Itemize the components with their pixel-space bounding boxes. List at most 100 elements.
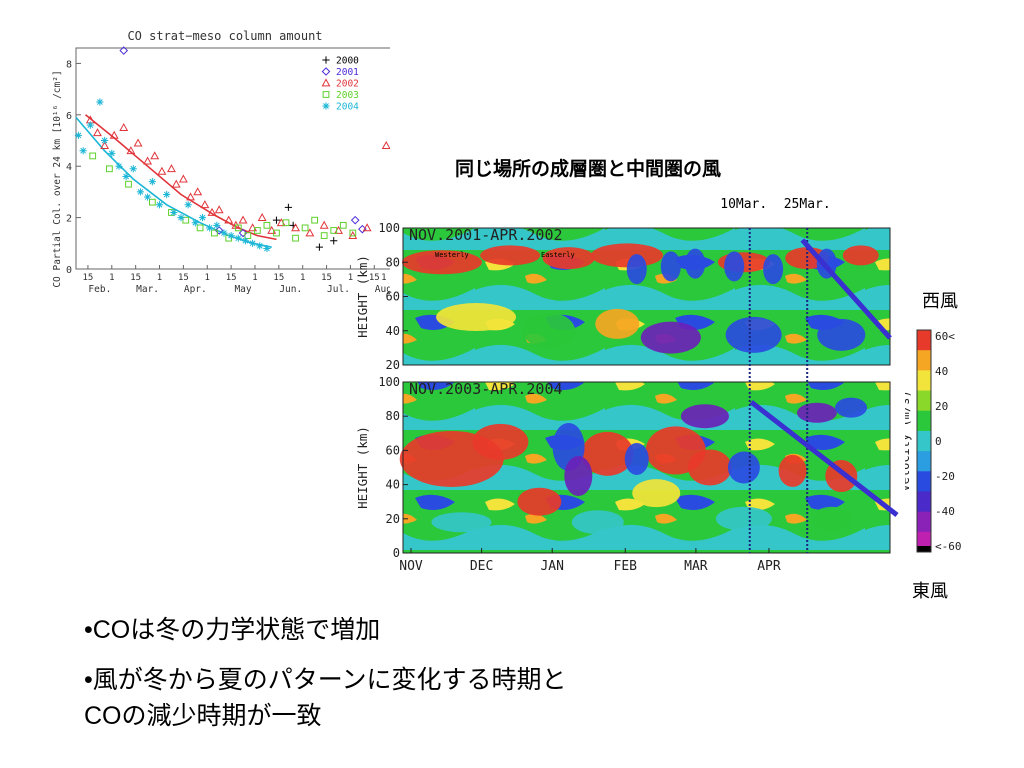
heatmap-ytick-label: 60 [386,290,400,304]
heatmap-annotation: Easterly [541,251,575,259]
scatter-point [207,207,217,216]
scatter-point [126,146,136,155]
scatter-point [206,224,214,232]
scatter-point [305,228,315,237]
scatter-month-label: Jun. [279,284,302,295]
heatmap-contour [591,243,664,268]
scatter-point [315,243,324,251]
marker-square [211,229,218,237]
scatter-point [108,149,116,157]
marker-asterisk [198,214,207,222]
scatter-ytick-label: 0 [66,265,72,276]
marker-asterisk [241,237,250,245]
legend-marker [322,102,330,110]
marker-triangle [171,179,181,188]
heatmap-contour [431,512,492,533]
marker-square [320,232,328,239]
heatmap-contour [796,402,837,423]
colorbar-swatch [917,430,931,452]
scatter-point [186,192,195,201]
scatter-ytick-label: 6 [66,111,72,122]
marker-plus [315,243,324,251]
scatter-point [348,230,358,239]
marker-asterisk [184,201,192,209]
marker-asterisk [206,224,214,232]
heatmap-ytick-label: 40 [386,478,400,492]
scatter-point [196,224,204,232]
marker-square [234,224,242,232]
heatmap-contour [595,308,640,339]
heatmap-contour [724,251,745,282]
scatter-point [238,215,248,224]
colorbar-tick-label: 0 [935,435,942,448]
scatter-point [150,151,160,160]
scatter-point [220,229,228,237]
scatter-point [171,179,181,188]
marker-triangle [93,128,102,137]
scatter-point [182,216,190,224]
legend-entry-2002: 2002 [336,79,359,90]
heatmap-contour [778,454,807,487]
marker-asterisk [79,147,87,155]
colorbar-swatch [917,350,931,371]
marker-asterisk [122,172,130,181]
marker-label-2: 25Mar. [784,197,831,212]
marker-triangle [193,187,203,196]
marker-square [349,229,357,237]
heatmap-contour [480,245,541,266]
marker-triangle [381,141,390,150]
bullet-3: COの減少時期が一致 [84,702,322,730]
marker-triangle [305,228,315,237]
colorbar-swatch [917,491,931,513]
scatter-point [257,212,267,221]
legend-marker [322,56,330,64]
scatter-point [119,123,129,132]
velocity-colorbar: 60< 40 20 0 -20 -40 <-60 Velocity (m/s) [905,329,962,553]
marker-square [125,180,132,188]
heatmap-xtick-label: APR [757,559,781,574]
marker-asterisk [263,244,271,253]
scatter-xtick-label: 1 [109,273,114,283]
heatmap-ytick-label: 20 [386,358,400,372]
colorbar-swatch [917,471,931,492]
marker-square [301,224,309,232]
westerly-label: 西風 [922,291,958,311]
heatmap-ytick-label: 40 [386,324,400,338]
marker-diamond [214,226,224,235]
scatter-plot-frame [75,47,390,270]
heatmap-contour [626,254,647,285]
heatmap-contour [811,506,852,531]
scatter-point [86,121,94,129]
scatter-point [238,228,248,238]
scatter-point [301,224,309,232]
marker-asterisk [220,229,228,237]
bullet-2: •風が冬から夏のパターンに変化する時期と [84,666,567,694]
heatmap-contour [517,487,562,516]
scatter-month-label: Mar. [136,284,159,295]
marker-square [196,224,204,232]
heatmap-contour [436,303,517,332]
heatmap-ytick-label: 80 [386,409,400,423]
marker-square [292,234,299,242]
scatter-point [311,216,319,224]
heatmap-contour [472,423,529,460]
scatter-point [330,237,338,245]
scatter-fit-line [75,116,272,248]
scatter-ylabel: CO Partial Col. over 24 km [10¹⁶ /cm²] [52,70,63,287]
scatter-point [170,208,178,217]
colorbar-label: Velocity (m/s) [905,390,912,491]
marker-asterisk [256,242,264,250]
marker-triangle [100,141,110,150]
scatter-point [362,223,372,232]
marker-square [253,227,261,234]
marker-plus [284,203,292,211]
marker-triangle [150,151,160,160]
colorbar-tick-label: -20 [935,470,955,483]
scatter-point [167,164,176,173]
scatter-point [234,224,242,232]
scatter-xtick-label: 1 [252,273,257,283]
heatmap-panel-label: NOV.2003-APR.2004 [409,380,563,398]
marker-plus [272,216,281,224]
legend-entry-2003: 2003 [336,90,359,101]
marker-asterisk [170,208,178,217]
